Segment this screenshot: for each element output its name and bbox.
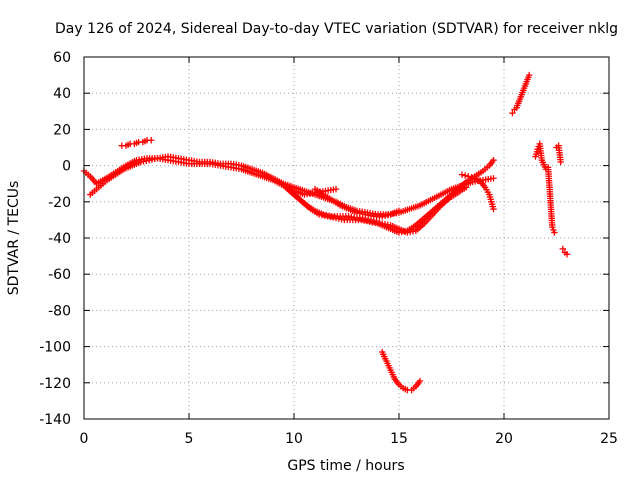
x-tick-label: 0 xyxy=(80,431,89,447)
data-point xyxy=(461,172,469,179)
data-point xyxy=(557,158,564,166)
data-point xyxy=(332,185,340,193)
x-axis-label: GPS time / hours xyxy=(287,458,404,474)
x-tick-label: 5 xyxy=(185,431,194,447)
series-crossing-track xyxy=(311,185,403,220)
y-tick-label: -80 xyxy=(48,303,71,319)
y-tick-label: -140 xyxy=(39,412,71,428)
data-point xyxy=(416,377,424,385)
series-descending-track-b xyxy=(286,184,470,236)
y-tick-label: 20 xyxy=(53,122,71,138)
data-point xyxy=(465,173,472,180)
data-point xyxy=(490,205,497,213)
y-tick-label: -20 xyxy=(48,195,71,211)
y-axis-label: SDTVAR / TECUs xyxy=(6,181,22,296)
data-layer xyxy=(80,71,571,394)
series-late-dropping-track xyxy=(458,171,497,213)
y-tick-label: 60 xyxy=(53,50,71,66)
y-tick-label: -60 xyxy=(48,267,71,283)
data-point xyxy=(490,175,497,182)
data-point xyxy=(563,251,571,258)
data-point xyxy=(463,184,470,191)
x-tick-label: 10 xyxy=(285,431,303,447)
data-point xyxy=(468,174,475,181)
x-tick-labels: 0 5 10 15 20 25 xyxy=(80,431,618,447)
chart-title: Day 126 of 2024, Sidereal Day-to-day VTE… xyxy=(55,21,618,37)
tick-marks xyxy=(83,56,610,420)
y-tick-label: 0 xyxy=(62,159,71,175)
x-tick-label: 20 xyxy=(495,431,513,447)
y-tick-label: -100 xyxy=(39,340,71,356)
data-point xyxy=(526,71,533,79)
x-tick-label: 15 xyxy=(390,431,408,447)
y-tick-label: -120 xyxy=(39,376,71,392)
y-tick-labels: -140 -120 -100 -80 -60 -40 -20 0 20 40 60 xyxy=(39,50,71,428)
y-tick-label: -40 xyxy=(48,231,71,247)
series-deep-dip-track xyxy=(379,348,424,394)
data-point xyxy=(551,229,558,236)
data-point xyxy=(559,245,566,253)
series-upper-short-track xyxy=(118,137,155,149)
series-scattered-late xyxy=(509,71,571,258)
y-tick-label: 40 xyxy=(53,86,71,102)
x-tick-label: 25 xyxy=(600,431,618,447)
data-point xyxy=(458,171,466,178)
data-point xyxy=(395,207,403,215)
grid-lines xyxy=(84,57,609,419)
data-point xyxy=(490,156,497,164)
data-point xyxy=(148,137,155,144)
data-point xyxy=(509,109,516,117)
